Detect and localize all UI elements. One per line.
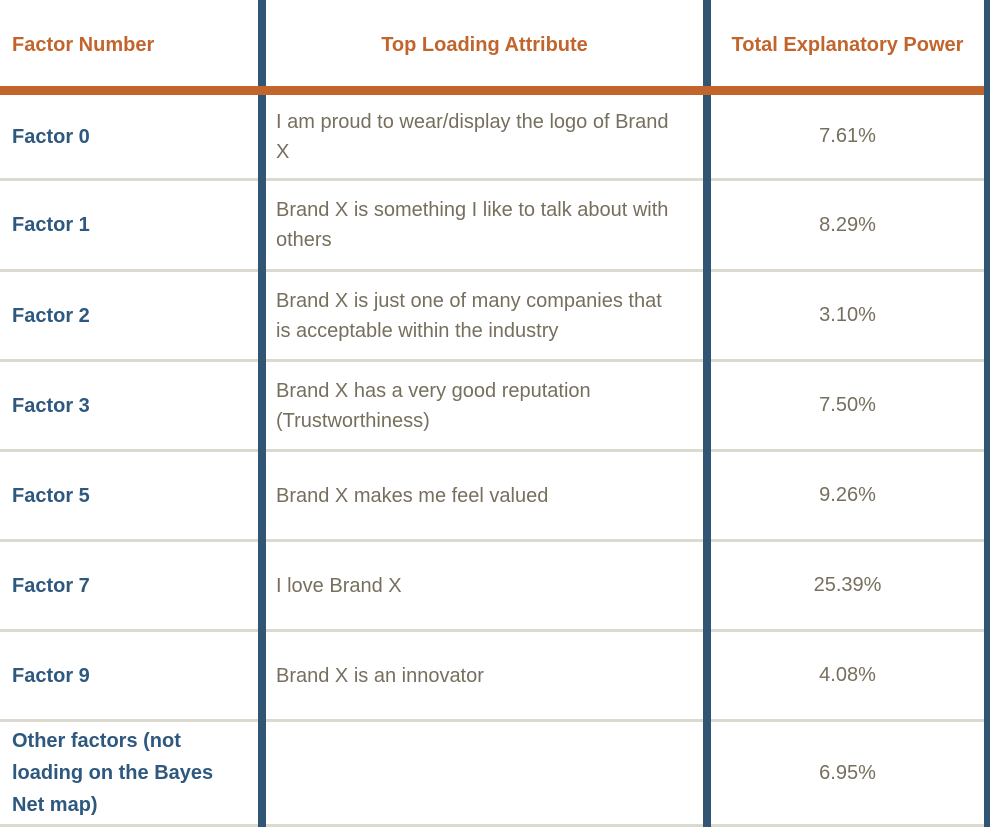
- factor-number-cell: Factor 1: [12, 214, 90, 236]
- factor-number-cell: Factor 3: [12, 394, 90, 417]
- table-body: Factor 0 I am proud to wear/display the l…: [0, 95, 990, 827]
- column-header-factor-number: Factor Number: [12, 33, 155, 56]
- factor-number-cell: Factor 2: [12, 304, 90, 327]
- power-cell: 9.26%: [819, 484, 876, 506]
- table-row: Other factors (not loading on the Bayes …: [0, 722, 990, 827]
- factor-number-cell: Factor 7: [12, 574, 90, 597]
- table-header-row: Factor Number Top Loading Attribute Tota…: [0, 0, 990, 86]
- attribute-cell: I love Brand X: [276, 574, 402, 597]
- table-right-border: [984, 0, 990, 827]
- attribute-cell: Brand X is an innovator: [276, 664, 484, 687]
- table-row: Factor 2 Brand X is just one of many comp…: [0, 272, 990, 362]
- attribute-cell: Brand X has a very good reputation (Trus…: [276, 379, 591, 432]
- column-header-total-explanatory-power: Total Explanatory Power: [731, 33, 964, 56]
- column-divider-2: [703, 0, 711, 827]
- table-row: Factor 5 Brand X makes me feel valued 9.26…: [0, 452, 990, 542]
- power-cell: 4.08%: [819, 664, 876, 686]
- column-divider-1: [258, 0, 266, 827]
- attribute-cell: Brand X is something I like to talk abou…: [276, 199, 669, 251]
- column-header-top-loading-attribute: Top Loading Attribute: [381, 33, 588, 56]
- power-cell: 3.10%: [819, 304, 876, 326]
- power-cell: 7.61%: [819, 125, 876, 147]
- factor-number-cell: Factor 5: [12, 484, 90, 507]
- table-row: Factor 0 I am proud to wear/display the l…: [0, 95, 990, 181]
- power-cell: 6.95%: [819, 761, 876, 784]
- power-cell: 7.50%: [819, 394, 876, 416]
- attribute-cell: [266, 722, 703, 824]
- power-cell: 8.29%: [819, 213, 876, 236]
- factor-number-cell: Factor 9: [12, 664, 90, 687]
- table-row: Factor 1 Brand X is something I like to t…: [0, 181, 990, 272]
- power-cell: 25.39%: [813, 574, 882, 596]
- attribute-cell: I am proud to wear/display the logo of B…: [276, 110, 669, 163]
- header-accent-rule: [0, 86, 990, 95]
- table-row: Factor 3 Brand X has a very good reputati…: [0, 362, 990, 452]
- factor-number-cell: Factor 0: [12, 125, 90, 148]
- table-row: Factor 7 I love Brand X 25.39%: [0, 542, 990, 632]
- attribute-cell: Brand X is just one of many companies th…: [276, 289, 662, 342]
- attribute-cell: Brand X makes me feel valued: [276, 484, 549, 507]
- table-row: Factor 9 Brand X is an innovator 4.08%: [0, 632, 990, 722]
- factor-number-cell: Other factors (not loading on the Bayes …: [12, 730, 214, 816]
